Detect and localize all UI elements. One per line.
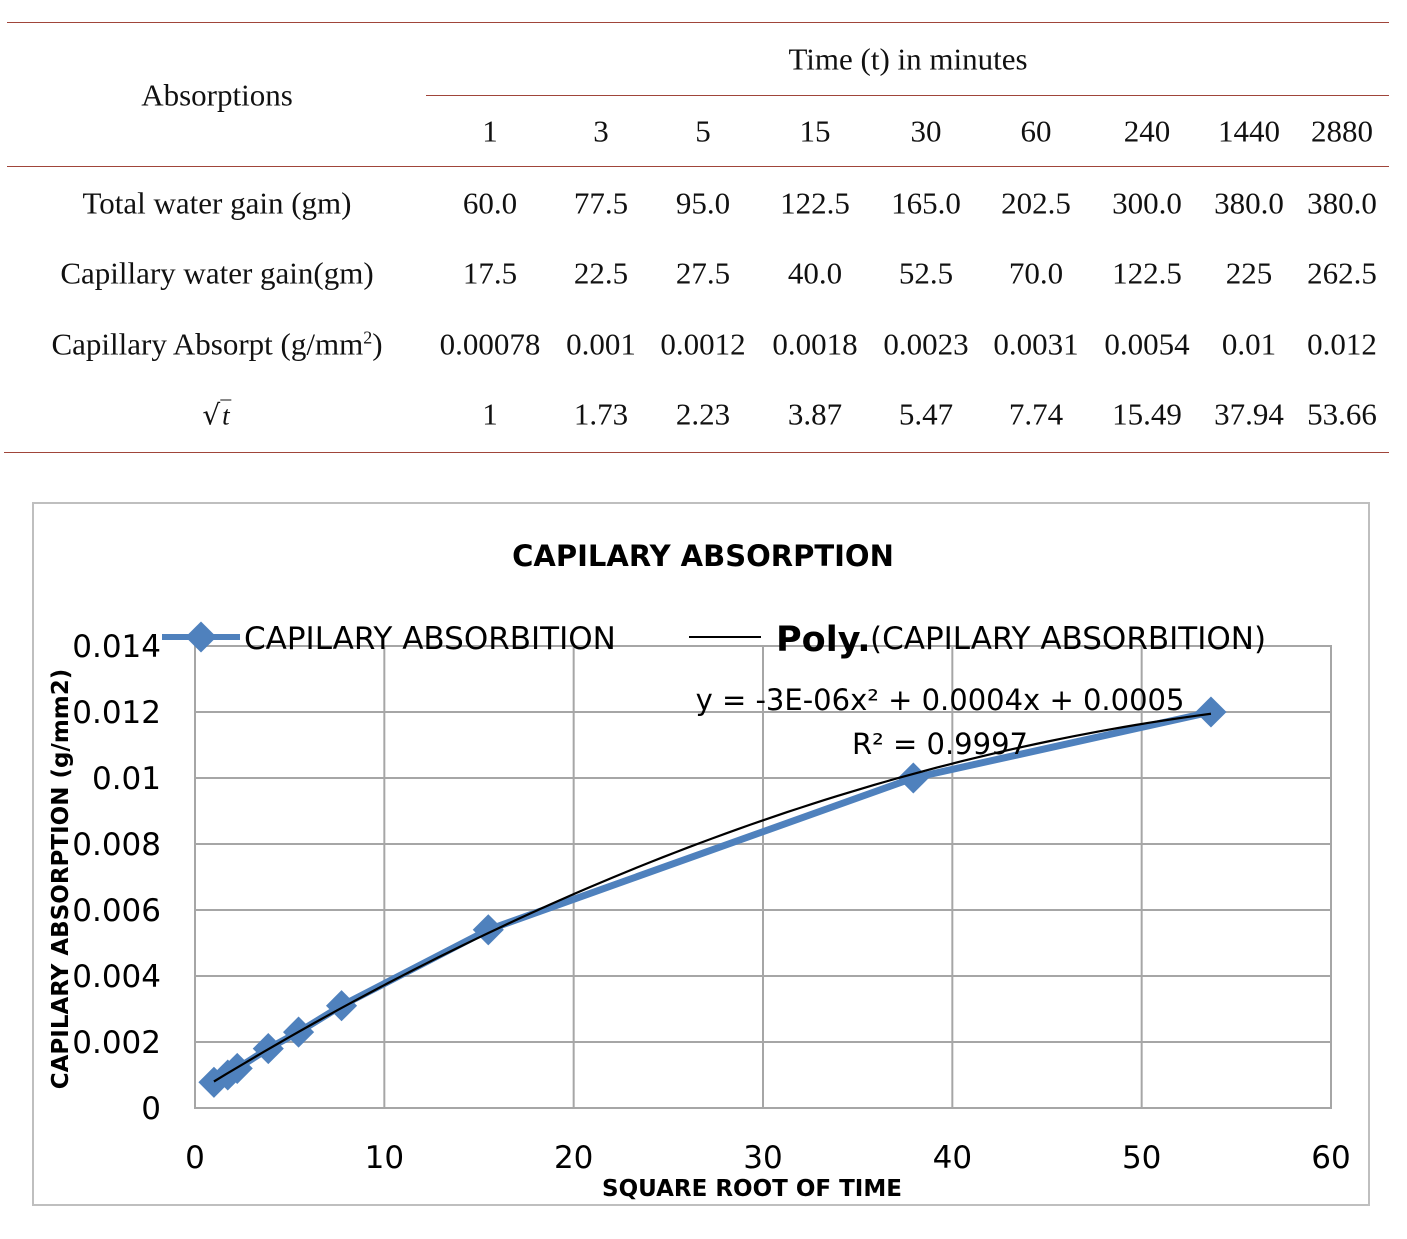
y-tick-label: 0 <box>141 1091 161 1127</box>
table-cell: 122.5 <box>780 185 850 221</box>
table-cell: 95.0 <box>675 185 731 221</box>
tick-labels: 0 10 20 30 40 50 60 0 0.002 0.004 0.006 0.008 0.01 0.… <box>72 629 1350 1176</box>
table-cell: 17.5 <box>462 255 518 291</box>
x-tick-label: 20 <box>554 1140 593 1176</box>
table-cell: 27.5 <box>675 255 731 291</box>
table-cell: 22.5 <box>573 255 629 291</box>
table-cell: 165.0 <box>891 185 961 221</box>
legend-series-marker <box>185 621 217 653</box>
table-cell: 225 <box>1225 255 1273 291</box>
time-header-cell: 2880 <box>1311 113 1373 149</box>
table-cell: 262.5 <box>1307 255 1377 291</box>
legend-trend-label: (CAPILARY ABSORBITION) <box>870 621 1266 657</box>
table-cell: 300.0 <box>1112 185 1182 221</box>
table-cell: 1.73 <box>573 396 629 432</box>
chart-container: CAPILARY ABSORPTION 0 10 20 30 40 50 60 0 0.002 0… <box>32 502 1370 1206</box>
series-line <box>212 708 1212 1086</box>
trendline-layer <box>213 712 1212 1083</box>
table-cell: 70.0 <box>1008 255 1064 291</box>
table-cell: 0.0054 <box>1104 326 1190 362</box>
y-tick-label: 0.006 <box>72 893 161 929</box>
time-header-cell: 3 <box>593 113 609 149</box>
x-axis-label: SQUARE ROOT OF TIME <box>602 1176 902 1202</box>
table-bottom-rule <box>4 452 1389 453</box>
x-tick-label: 60 <box>1311 1140 1350 1176</box>
table-cell: 122.5 <box>1112 255 1182 291</box>
data-point-marker <box>325 990 358 1022</box>
time-header: Time (t) in minutes <box>788 41 1028 77</box>
chart-title: CAPILARY ABSORPTION <box>512 539 894 573</box>
table-cell: 15.49 <box>1112 396 1182 432</box>
absorptions-header: Absorptions <box>141 77 293 113</box>
table-cell: 0.01 <box>1221 326 1277 362</box>
table-cell: 380.0 <box>1214 185 1284 221</box>
capillary-absorption-chart: CAPILARY ABSORPTION 0 10 20 30 40 50 6000.0020… <box>48 539 1351 1202</box>
y-tick-label: 0.014 <box>72 629 161 665</box>
table-cell: 1 <box>482 396 498 432</box>
time-header-cell: 1440 <box>1218 113 1280 149</box>
table-top-rule <box>7 22 1389 23</box>
table-cell: 0.0012 <box>660 326 746 362</box>
table-cell: 77.5 <box>573 185 629 221</box>
series-layer <box>198 696 1227 1098</box>
time-header-cell: 30 <box>910 113 942 149</box>
y-tick-label: 0.01 <box>92 761 161 797</box>
x-tick-label: 0 <box>185 1140 205 1176</box>
table-cell: 3.87 <box>787 396 843 432</box>
trend-equation: y = -3E-06x² + 0.0004x + 0.0005 <box>696 683 1185 717</box>
trend-r-squared: R² = 0.9997 <box>852 727 1028 761</box>
row-label-text: Total water gain (gm) <box>82 185 352 221</box>
x-tick-label: 30 <box>743 1140 782 1176</box>
table-cell: 0.012 <box>1307 326 1377 362</box>
table-cell: 0.0018 <box>772 326 858 362</box>
time-header-cell: 5 <box>695 113 711 149</box>
table-cell: 52.5 <box>898 255 954 291</box>
y-axis-label: CAPILARY ABSORPTION (g/mm2) <box>48 669 74 1090</box>
time-header-rule <box>426 95 1389 96</box>
data-point-marker <box>472 914 504 946</box>
table-cell: 380.0 <box>1307 185 1377 221</box>
x-tick-label: 50 <box>1122 1140 1161 1176</box>
table-cell: 37.94 <box>1214 396 1284 432</box>
row-label: Capillary water gain(gm) <box>60 258 373 289</box>
y-tick-label: 0.012 <box>72 695 161 731</box>
table-cell: 60.0 <box>462 185 518 221</box>
x-tick-label: 40 <box>933 1140 972 1176</box>
row-label-superscript: 2 <box>363 327 373 348</box>
table-header-rule <box>7 166 1389 167</box>
time-header-cell: 15 <box>799 113 831 149</box>
table-cell: 0.00078 <box>439 326 541 362</box>
y-tick-label: 0.002 <box>72 1025 161 1061</box>
y-tick-label: 0.004 <box>72 959 161 995</box>
trendline <box>213 712 1212 1083</box>
table-cell: 7.74 <box>1008 396 1064 432</box>
legend-series-label: CAPILARY ABSORBITION <box>244 621 616 657</box>
time-header-cell: 1 <box>482 113 498 149</box>
sqrt-symbol: √ <box>202 398 221 432</box>
table-cell: 202.5 <box>1001 185 1071 221</box>
time-header-cell: 240 <box>1123 113 1171 149</box>
data-point-marker <box>1195 696 1227 728</box>
table-cell: 0.0031 <box>993 326 1079 362</box>
legend-trend-bold: Poly. <box>776 620 871 660</box>
time-header-cell: 60 <box>1020 113 1052 149</box>
row-label: Capillary Absorpt (g/mm2) <box>51 328 382 359</box>
table-cell: 40.0 <box>787 255 843 291</box>
table-cell: 5.47 <box>898 396 954 432</box>
row-label-text: Capillary water gain(gm) <box>60 255 374 291</box>
row-label: √t <box>202 398 232 432</box>
sqrt-argument: t <box>220 399 232 431</box>
x-tick-label: 10 <box>365 1140 404 1176</box>
row-label-tail: ) <box>372 326 383 362</box>
data-table: Absorptions Time (t) in minutes 1 3 5 15 30 6… <box>0 0 1407 470</box>
grid-lines <box>194 645 1332 1109</box>
row-label-text: Capillary Absorpt (g/mm <box>51 326 364 362</box>
legend: CAPILARY ABSORBITION Poly. (CAPILARY ABS… <box>162 620 1266 660</box>
row-label: Total water gain (gm) <box>83 188 352 219</box>
table-cell: 53.66 <box>1307 396 1377 432</box>
y-tick-label: 0.008 <box>72 827 161 863</box>
table-cell: 0.001 <box>566 326 636 362</box>
table-cell: 0.0023 <box>883 326 969 362</box>
table-cell: 2.23 <box>675 396 731 432</box>
